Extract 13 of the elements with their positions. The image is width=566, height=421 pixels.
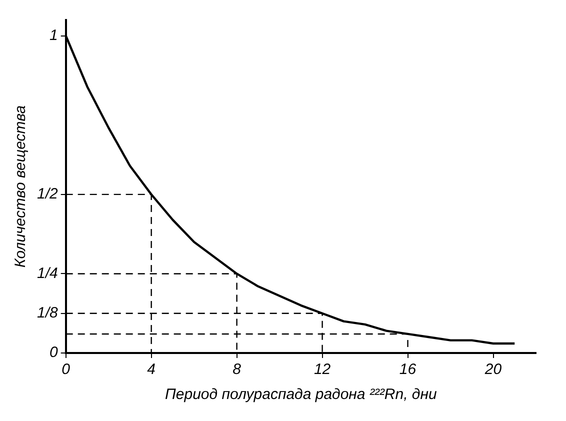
y-axis-title: Количество вещества <box>12 105 30 268</box>
x-tick-label: 8 <box>232 361 242 378</box>
x-tick-label: 16 <box>399 361 417 378</box>
y-tick-label: 1 <box>50 27 58 44</box>
y-tick-label: 1/2 <box>36 186 58 203</box>
x-axis-title: Период полураспада радона ²²²Rn, дни <box>165 386 438 404</box>
y-tick-label: 1/8 <box>36 304 58 322</box>
x-tick-label: 0 <box>62 361 71 378</box>
x-tick-label: 20 <box>484 361 502 378</box>
y-tick-label: 0 <box>50 344 59 362</box>
x-tick-label: 12 <box>314 361 332 378</box>
y-tick-label: 1/4 <box>36 264 58 282</box>
x-tick-label: 4 <box>147 361 156 378</box>
